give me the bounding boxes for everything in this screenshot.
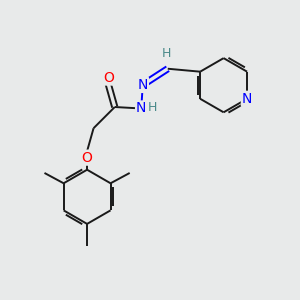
Text: N: N [242,92,252,106]
Text: O: O [82,151,92,165]
Text: O: O [103,70,114,85]
Text: H: H [162,47,171,60]
Text: N: N [136,101,146,116]
Text: N: N [137,78,148,92]
Text: H: H [148,100,157,113]
